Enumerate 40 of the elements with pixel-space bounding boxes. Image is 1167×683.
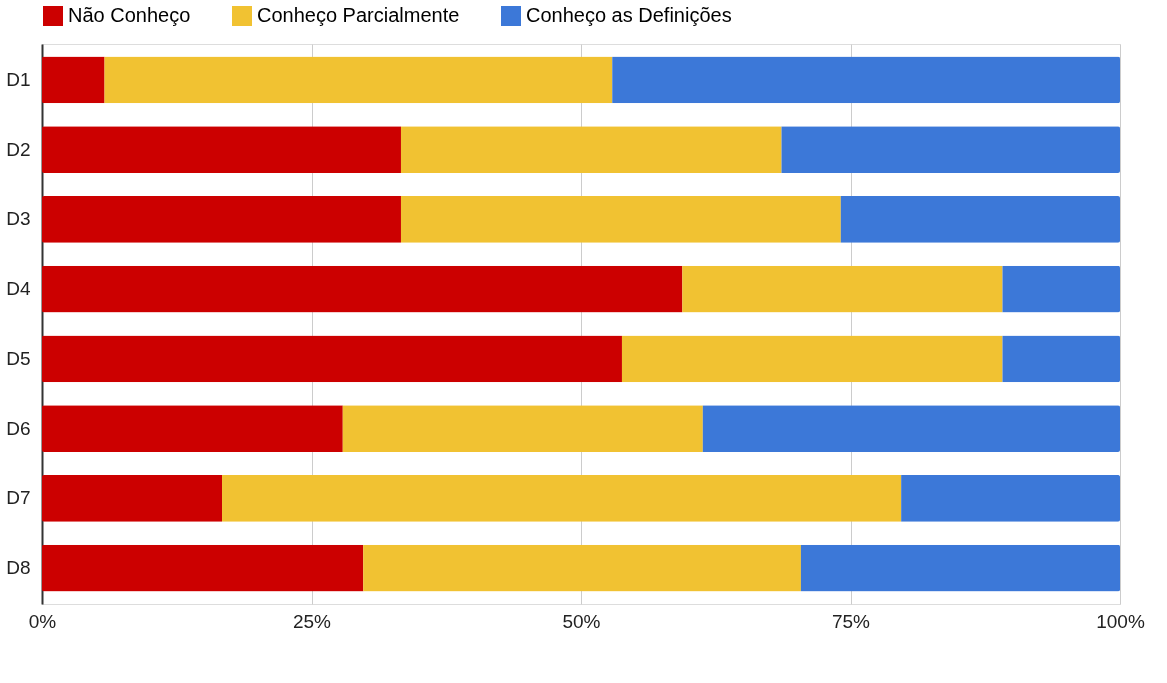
legend-label: Conheço as Definições [526,4,732,26]
y-tick-label: D8 [6,557,31,579]
y-tick-label: D1 [6,68,31,90]
y-tick-label: D4 [6,278,31,300]
bar [400,126,782,174]
bar [1002,335,1120,383]
x-tick-label: 75% [831,610,871,632]
bar [342,405,703,452]
bar [42,126,401,174]
y-tick-label: D3 [6,208,31,230]
bar [42,474,223,522]
x-tick-label: 25% [292,610,332,632]
bar [612,56,1120,104]
bar [363,544,801,592]
bar [621,335,1003,383]
x-tick-label: 50% [562,610,601,632]
bar [901,474,1120,522]
bar [400,196,841,243]
x-tick-label: 100% [1096,610,1145,632]
bar [840,196,1120,243]
legend-label: Conheço Parcialmente [257,4,460,26]
x-tick-label: 0% [28,610,57,632]
bar [42,56,105,104]
bar [104,56,613,104]
bar [42,265,683,313]
bar [781,126,1120,174]
bar [42,335,622,383]
y-tick-label: D2 [6,138,31,160]
legend-label: Não Conheço [68,4,191,26]
y-tick-label: D7 [6,487,31,509]
y-tick-label: D6 [6,417,31,439]
bar [42,196,401,243]
y-tick-label: D5 [6,347,31,369]
bar [702,405,1120,452]
bar [222,474,902,522]
bar [800,544,1120,592]
bar [42,544,364,592]
bar [1002,265,1120,313]
bar [682,265,1003,313]
bar [42,405,343,452]
